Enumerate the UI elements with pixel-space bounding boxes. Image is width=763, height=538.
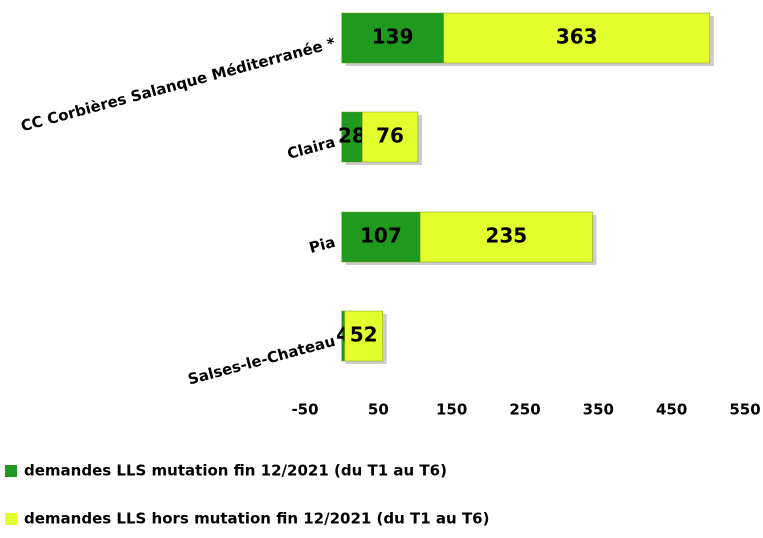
x-tick-label: -50 <box>291 401 318 419</box>
bar <box>419 211 593 263</box>
data-label: 28 <box>338 124 366 148</box>
legend-swatch <box>5 513 17 525</box>
bar <box>344 310 383 362</box>
legend-label: demandes LLS mutation fin 12/2021 (du T1… <box>24 462 447 480</box>
bar <box>341 12 444 64</box>
x-tick-label: 350 <box>583 401 614 419</box>
category: Pia <box>307 233 337 257</box>
data-label: 52 <box>350 323 378 347</box>
bar <box>341 211 421 263</box>
x-tick-label: 250 <box>509 401 540 419</box>
x-tick-label: 450 <box>656 401 687 419</box>
legend-swatch <box>5 465 17 477</box>
data-label: 107 <box>360 224 402 248</box>
x-tick-label: 150 <box>436 401 467 419</box>
data-label: 76 <box>376 124 404 148</box>
category: Salses-le-Chateau <box>186 332 337 389</box>
data-label: 363 <box>556 25 598 49</box>
category: CC Corbières Salanque Méditerranée * <box>19 34 337 135</box>
data-label: 139 <box>372 25 414 49</box>
y-tick-label: Salses-le-Chateau <box>186 332 337 389</box>
y-tick-label: Claira <box>285 133 337 163</box>
category: Claira <box>285 133 337 163</box>
x-tick-label: 50 <box>368 401 389 419</box>
data-label: 235 <box>485 224 527 248</box>
y-tick-label: Pia <box>307 233 337 257</box>
x-tick-label: 550 <box>729 401 760 419</box>
legend-label: demandes LLS hors mutation fin 12/2021 (… <box>24 510 489 528</box>
y-tick-label: CC Corbières Salanque Méditerranée * <box>19 34 337 135</box>
bar <box>361 111 419 163</box>
bar <box>443 12 711 64</box>
